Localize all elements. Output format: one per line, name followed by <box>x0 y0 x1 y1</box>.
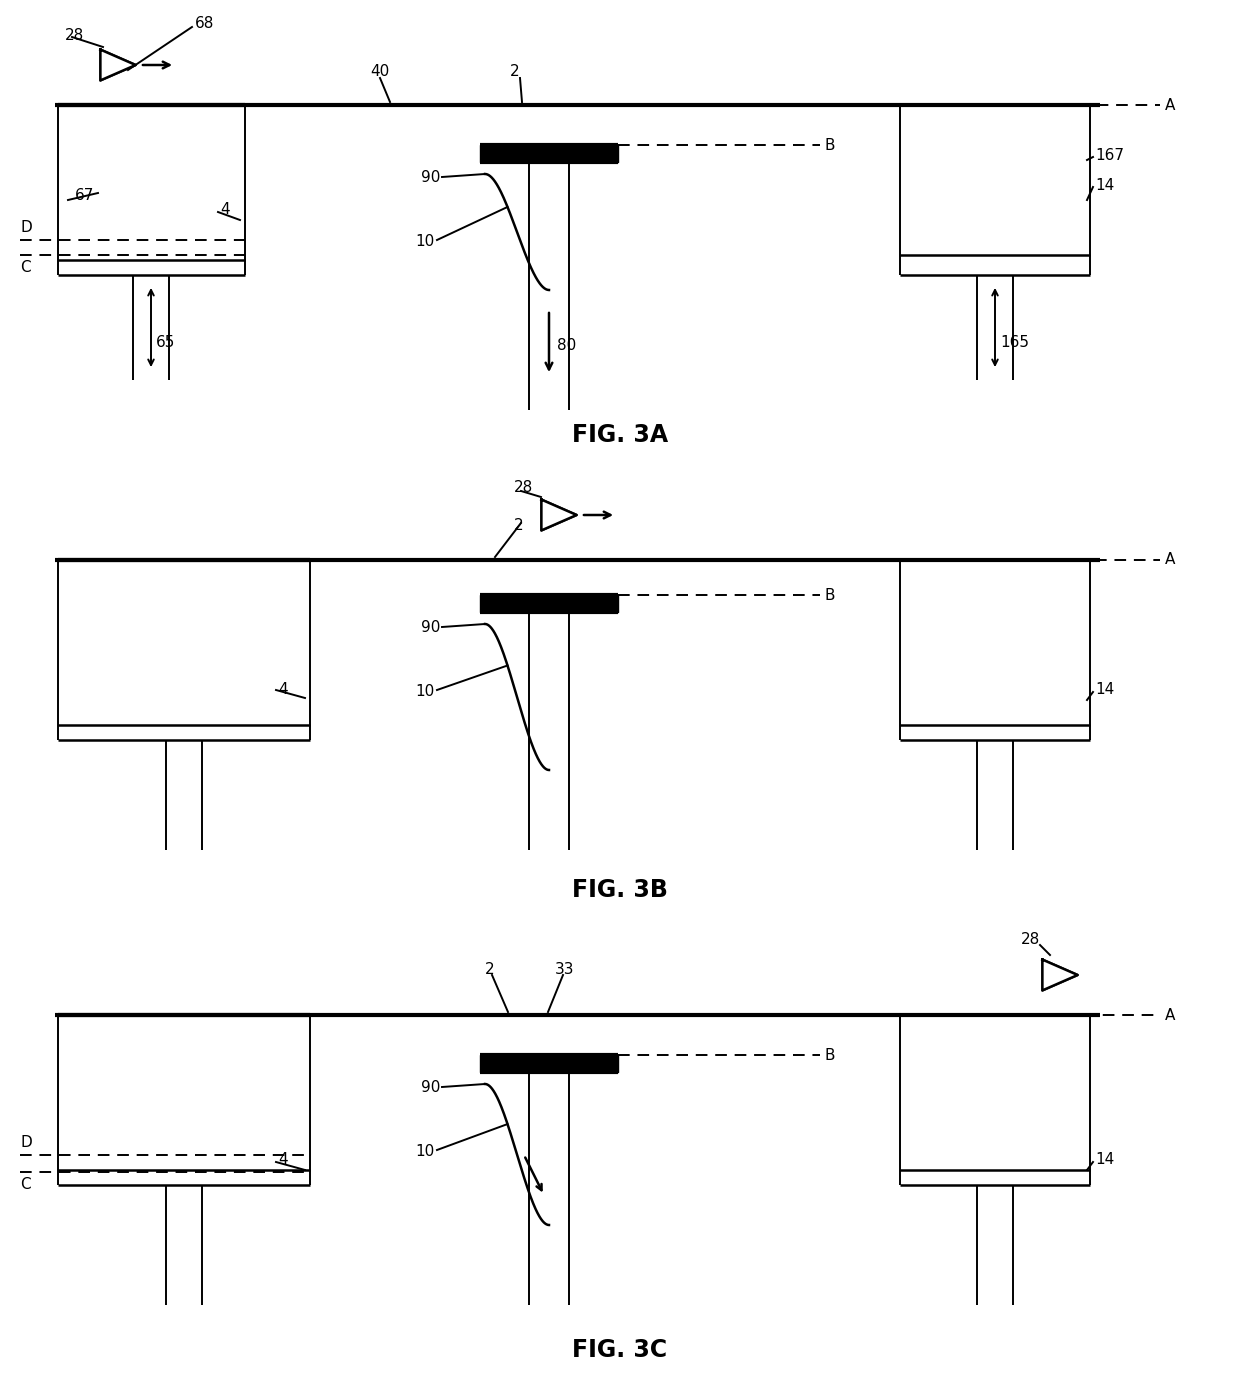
Text: C: C <box>20 1178 31 1191</box>
Text: 10: 10 <box>415 1145 435 1160</box>
Text: 14: 14 <box>1095 683 1115 698</box>
Polygon shape <box>542 499 577 531</box>
Text: 65: 65 <box>156 335 175 350</box>
Text: 2: 2 <box>515 517 523 532</box>
Text: 80: 80 <box>557 338 577 353</box>
Text: 28: 28 <box>64 28 84 43</box>
Text: 14: 14 <box>1095 178 1115 193</box>
Text: B: B <box>825 138 836 153</box>
Text: 33: 33 <box>556 963 575 978</box>
Text: 28: 28 <box>515 480 533 495</box>
Text: 90: 90 <box>420 170 440 185</box>
Text: 68: 68 <box>195 15 215 30</box>
Text: 90: 90 <box>420 619 440 634</box>
Text: D: D <box>20 221 32 234</box>
Text: C: C <box>20 261 31 274</box>
Text: A: A <box>1166 553 1176 568</box>
Text: 14: 14 <box>1095 1153 1115 1168</box>
Text: FIG. 3C: FIG. 3C <box>573 1338 667 1362</box>
Text: A: A <box>1166 1008 1176 1022</box>
Text: 4: 4 <box>219 203 229 218</box>
Text: B: B <box>825 1048 836 1062</box>
Text: FIG. 3A: FIG. 3A <box>572 423 668 447</box>
Text: 90: 90 <box>420 1080 440 1095</box>
Text: 4: 4 <box>278 683 288 698</box>
Text: 10: 10 <box>415 234 435 250</box>
Text: 10: 10 <box>415 684 435 699</box>
Text: 167: 167 <box>1095 148 1123 163</box>
Text: 67: 67 <box>74 188 94 203</box>
Text: 4: 4 <box>278 1153 288 1168</box>
Text: D: D <box>20 1135 32 1150</box>
Text: 40: 40 <box>370 65 389 80</box>
Text: 2: 2 <box>510 65 520 80</box>
Text: 165: 165 <box>999 335 1029 350</box>
Text: 2: 2 <box>485 963 495 978</box>
Polygon shape <box>1043 960 1078 990</box>
Text: A: A <box>1166 98 1176 113</box>
Text: FIG. 3B: FIG. 3B <box>572 878 668 902</box>
Text: 28: 28 <box>1021 932 1039 947</box>
Polygon shape <box>100 50 135 80</box>
Text: B: B <box>825 587 836 603</box>
